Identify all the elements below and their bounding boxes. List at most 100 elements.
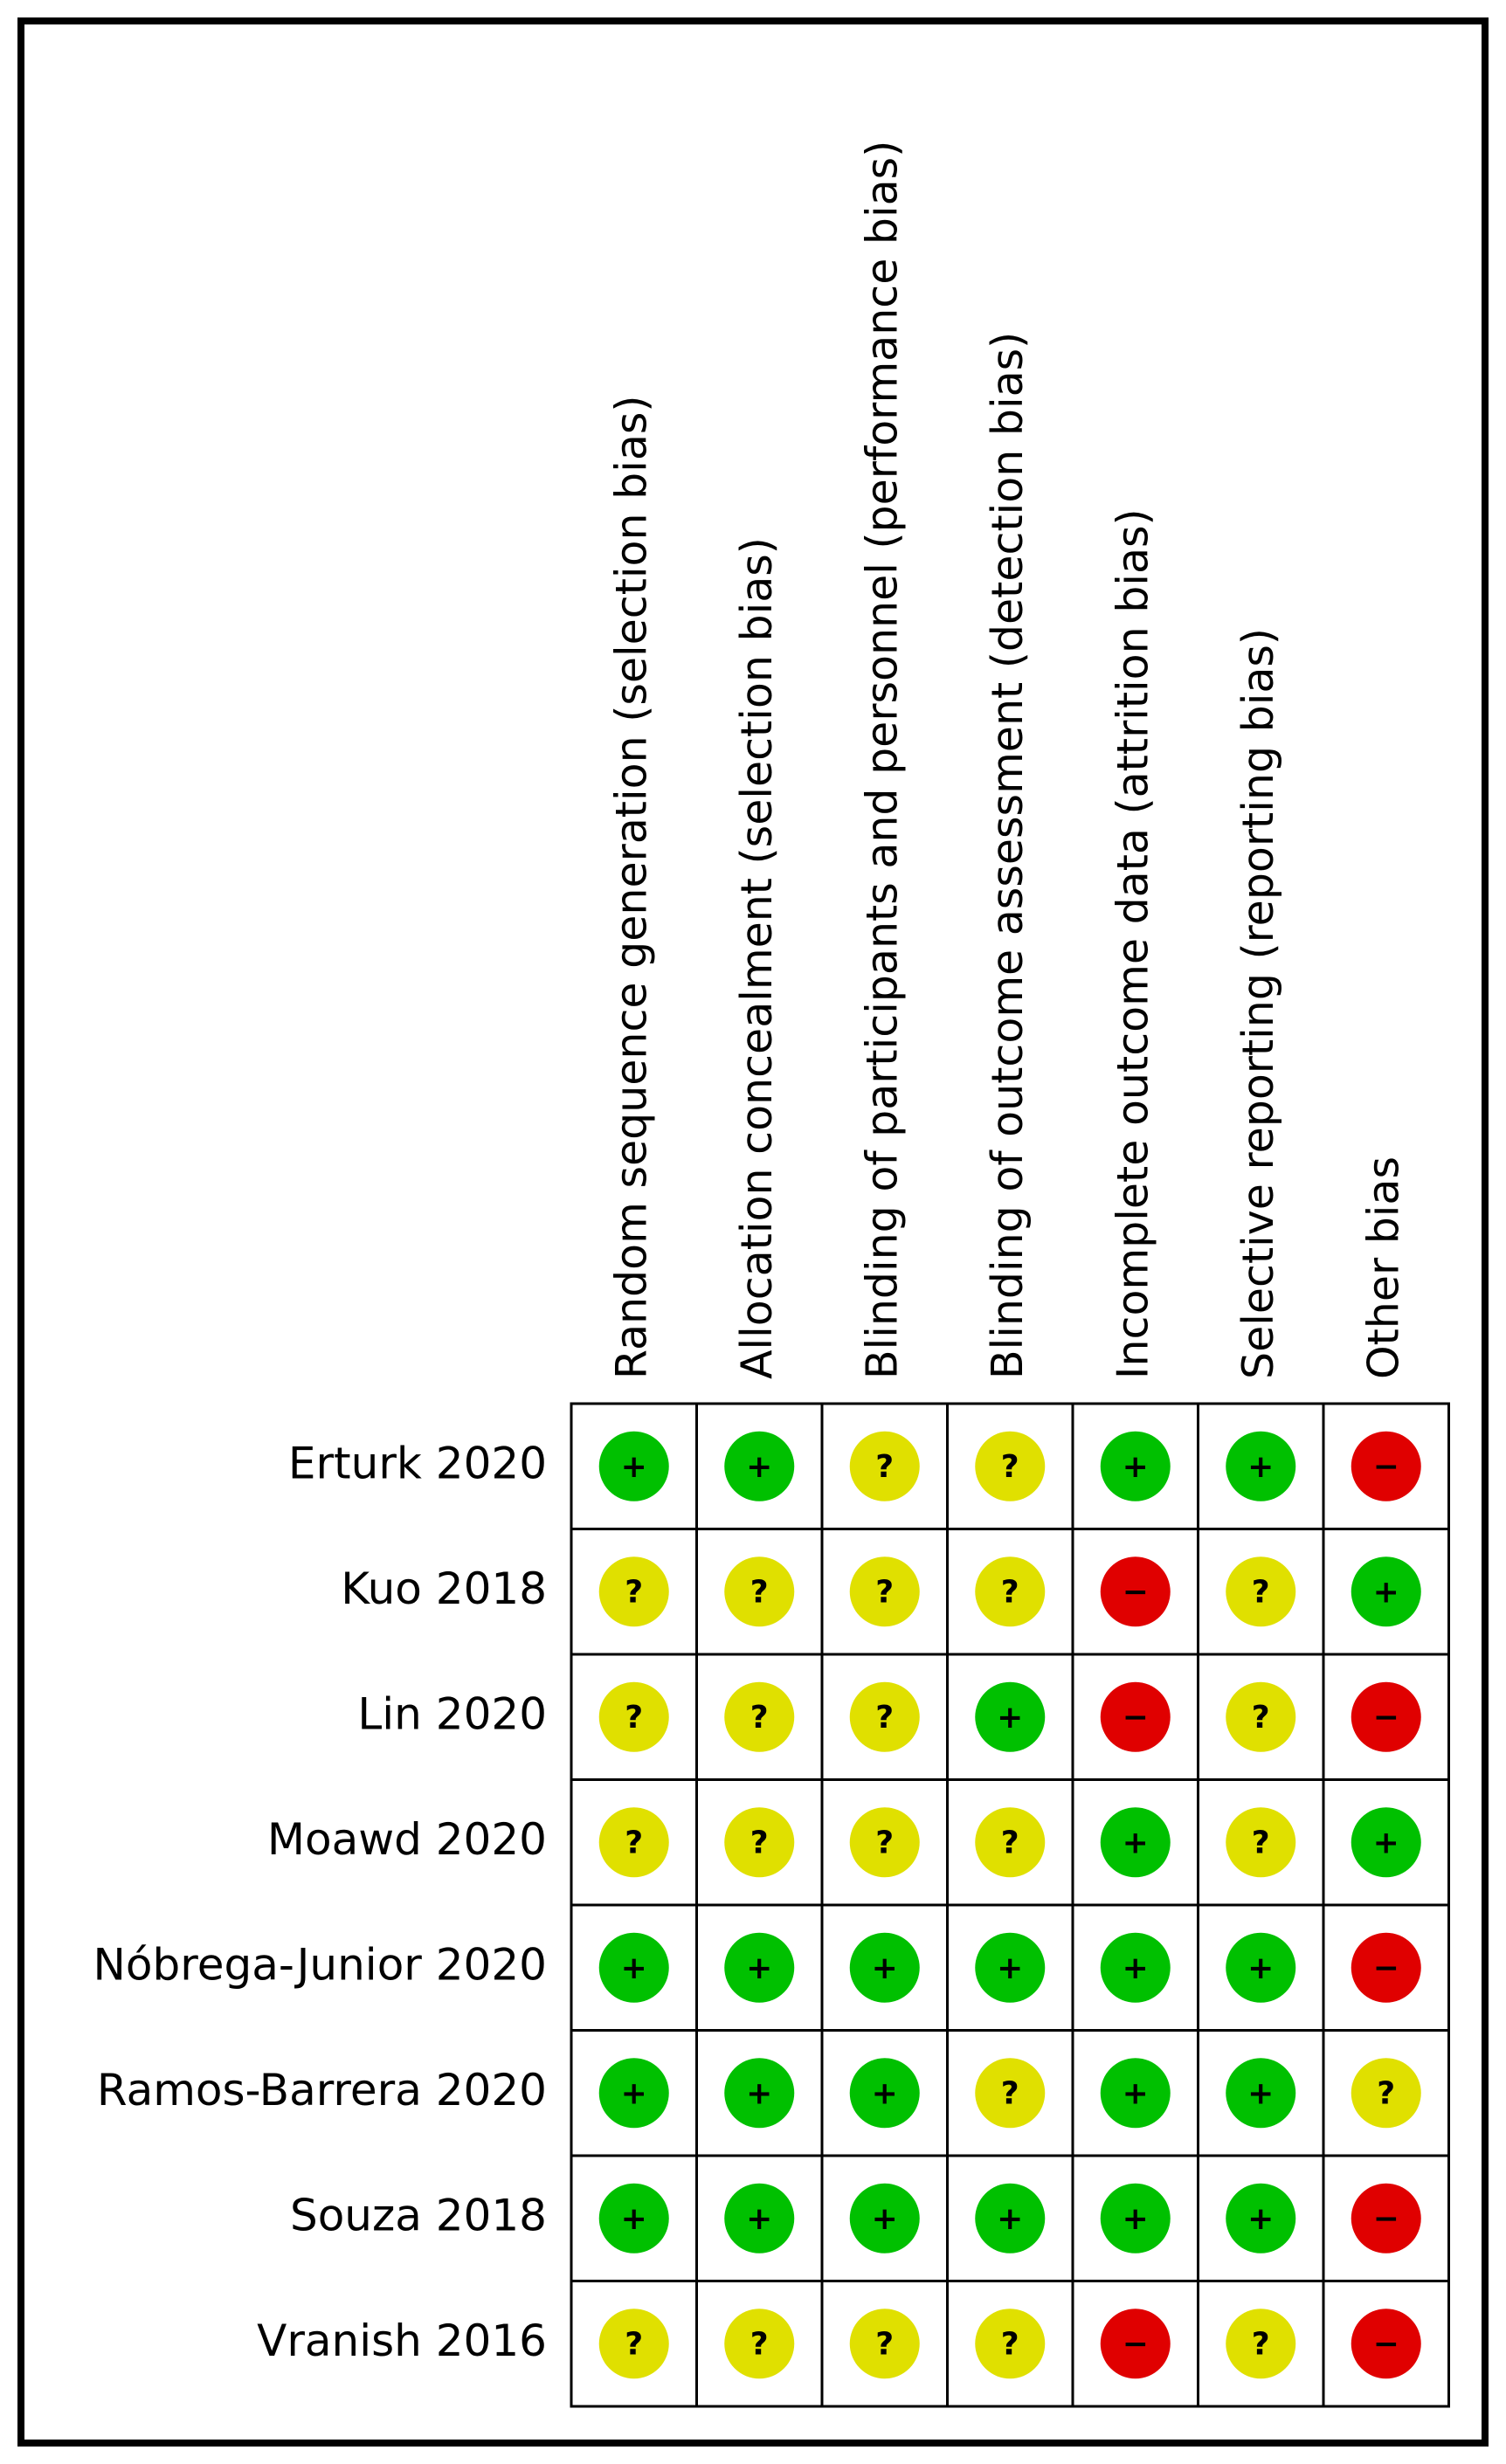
rating-symbol: + xyxy=(1247,2201,1274,2237)
rating-symbol: ? xyxy=(1252,1825,1270,1860)
rating-dot xyxy=(1100,2183,1171,2253)
rating-dot xyxy=(1100,1431,1171,1501)
rating-symbol: + xyxy=(1247,2075,1274,2111)
rating-dot xyxy=(1100,1681,1171,1752)
rating-dot xyxy=(849,1932,920,2003)
rating-symbol: ? xyxy=(1252,2326,1270,2362)
rating-dot xyxy=(1100,2058,1171,2129)
rating-symbol: + xyxy=(997,1700,1023,1736)
rating-symbol: + xyxy=(621,1449,647,1485)
cell xyxy=(946,1653,1074,1781)
rating-dot xyxy=(1226,1556,1296,1627)
column-header: Random sequence generation (selection bi… xyxy=(606,395,656,1379)
rating-symbol: ? xyxy=(875,1574,894,1610)
rating-dot xyxy=(1100,2309,1171,2379)
rating-symbol: ? xyxy=(875,2326,894,2362)
rating-dot xyxy=(598,2309,669,2379)
study-label: Lin 2020 xyxy=(357,1688,547,1739)
rating-dot xyxy=(1226,1807,1296,1878)
column-header: Blinding of outcome assessment (detectio… xyxy=(983,332,1033,1379)
rating-dot xyxy=(598,1807,669,1878)
rating-symbol: ? xyxy=(1001,1574,1019,1610)
rating-dot xyxy=(598,1431,669,1501)
rating-dot xyxy=(724,2309,795,2379)
rating-dot xyxy=(1351,2058,1421,2129)
rating-symbol: − xyxy=(1373,1700,1399,1736)
rating-symbol: ? xyxy=(1001,2075,1019,2111)
rating-dot xyxy=(724,1431,795,1501)
rating-dot xyxy=(849,2309,920,2379)
column-header: Incomplete outcome data (attrition bias) xyxy=(1108,508,1157,1379)
rating-symbol: + xyxy=(872,2075,898,2111)
rating-symbol: + xyxy=(997,1950,1023,1986)
rating-symbol: + xyxy=(1123,2075,1149,2111)
rating-symbol: ? xyxy=(625,2326,643,2362)
rating-symbol: ? xyxy=(625,1700,643,1736)
rating-dot xyxy=(975,2058,1046,2129)
rating-dot xyxy=(1351,1431,1421,1501)
rating-dot xyxy=(724,1681,795,1752)
rating-symbol: − xyxy=(1373,1950,1399,1986)
rating-dot xyxy=(598,2058,669,2129)
rating-symbol: ? xyxy=(750,2326,769,2362)
rating-dot xyxy=(598,1681,669,1752)
rating-symbol: + xyxy=(1123,2201,1149,2237)
study-label: Kuo 2018 xyxy=(341,1563,547,1614)
column-header: Other bias xyxy=(1358,1156,1408,1379)
rating-dot xyxy=(724,1807,795,1878)
rating-dot xyxy=(1226,2058,1296,2129)
rating-symbol: + xyxy=(621,2075,647,2111)
rating-dot xyxy=(1351,1807,1421,1878)
rating-dot xyxy=(1226,1431,1296,1501)
column-header: Selective reporting (reporting bias) xyxy=(1233,628,1283,1379)
rating-dot xyxy=(975,1807,1046,1878)
rating-dot xyxy=(1351,2183,1421,2253)
rating-symbol: + xyxy=(1373,1574,1399,1610)
column-header: Blinding of participants and personnel (… xyxy=(857,141,907,1379)
rating-symbol: ? xyxy=(1001,1449,1019,1485)
rating-symbol: + xyxy=(872,2201,898,2237)
rating-dot xyxy=(975,1932,1046,2003)
rating-symbol: + xyxy=(1123,1825,1149,1860)
rating-symbol: ? xyxy=(875,1825,894,1860)
rating-symbol: ? xyxy=(875,1449,894,1485)
rating-dot xyxy=(598,1932,669,2003)
rating-dot xyxy=(1100,1932,1171,2003)
rating-symbol: ? xyxy=(1001,1825,1019,1860)
rating-dot xyxy=(1100,1556,1171,1627)
rating-symbol: ? xyxy=(625,1825,643,1860)
rating-symbol: − xyxy=(1123,1700,1149,1736)
cell xyxy=(1071,2280,1199,2408)
rating-symbol: + xyxy=(746,1449,772,1485)
rating-symbol: + xyxy=(1123,1449,1149,1485)
rating-dot xyxy=(849,2183,920,2253)
rating-dot xyxy=(975,2309,1046,2379)
rating-symbol: + xyxy=(746,2075,772,2111)
rating-symbol: − xyxy=(1373,2201,1399,2237)
rating-symbol: + xyxy=(872,1950,898,1986)
rating-symbol: ? xyxy=(750,1574,769,1610)
rating-symbol: + xyxy=(1373,1825,1399,1860)
study-label: Moawd 2020 xyxy=(267,1814,547,1865)
study-label: Souza 2018 xyxy=(290,2190,547,2240)
rating-dot xyxy=(1100,1807,1171,1878)
rating-symbol: + xyxy=(746,1950,772,1986)
rating-symbol: + xyxy=(621,2201,647,2237)
cell xyxy=(695,2280,824,2408)
study-label: Ramos-Barrera 2020 xyxy=(97,2065,547,2115)
rating-symbol: ? xyxy=(1001,2326,1019,2362)
study-label: Vranish 2016 xyxy=(257,2316,547,2366)
rating-dot xyxy=(1351,1681,1421,1752)
rating-symbol: + xyxy=(621,1950,647,1986)
rating-dot xyxy=(724,2058,795,2129)
rating-dot xyxy=(598,2183,669,2253)
rating-dot xyxy=(724,1556,795,1627)
rating-symbol: − xyxy=(1123,2326,1149,2362)
rating-dot xyxy=(724,1932,795,2003)
rating-dot xyxy=(1351,2309,1421,2379)
rating-symbol: ? xyxy=(1252,1700,1270,1736)
rating-dot xyxy=(849,1431,920,1501)
rating-symbol: + xyxy=(1247,1950,1274,1986)
rating-symbol: − xyxy=(1123,1574,1149,1610)
